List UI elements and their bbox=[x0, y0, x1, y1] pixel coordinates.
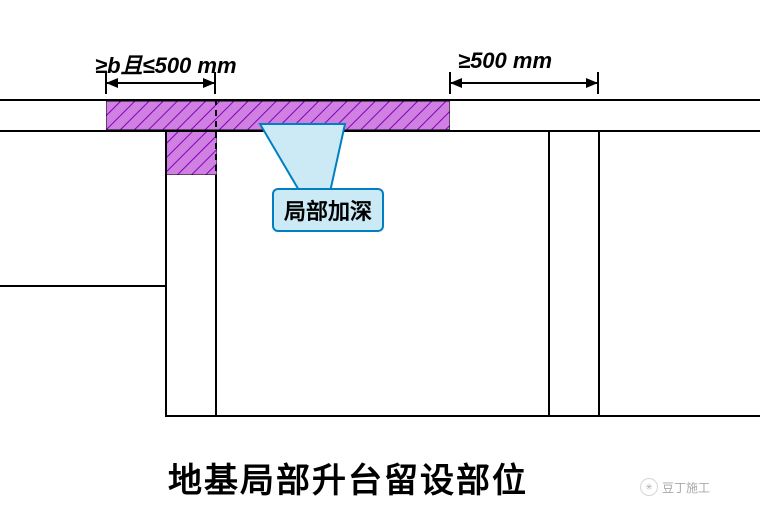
dashed-extension-line bbox=[215, 99, 217, 180]
diagram-title: 地基局部升台留设部位 bbox=[168, 453, 528, 502]
line-bottom bbox=[165, 415, 760, 417]
dim-left-arrow bbox=[96, 70, 225, 103]
wechat-icon: ✳ bbox=[640, 478, 658, 496]
line-second bbox=[0, 130, 760, 132]
line-v-left-inner bbox=[165, 130, 167, 417]
line-v-left-outer bbox=[215, 175, 217, 417]
watermark-text: 豆丁施工 bbox=[662, 479, 710, 496]
line-v-right-outer bbox=[598, 130, 600, 417]
line-mid-left bbox=[0, 285, 167, 287]
line-v-right-inner bbox=[548, 130, 550, 417]
hatched-deepened-drop bbox=[165, 130, 217, 175]
dim-right-arrow bbox=[440, 70, 608, 103]
callout-deepened-label: 局部加深 bbox=[272, 188, 384, 232]
source-watermark: ✳ 豆丁施工 bbox=[640, 478, 710, 496]
